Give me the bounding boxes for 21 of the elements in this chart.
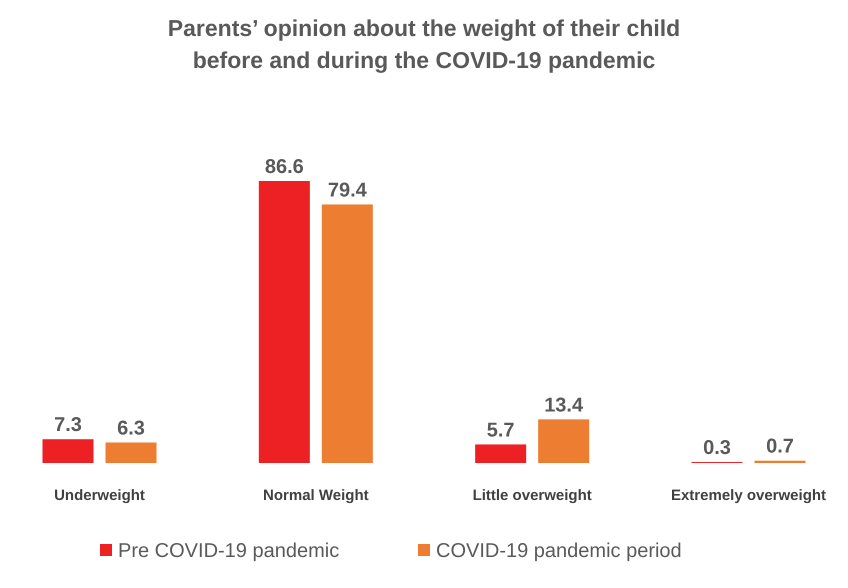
bar bbox=[258, 181, 310, 463]
legend-label: Pre COVID-19 pandemic bbox=[118, 540, 340, 562]
data-label: 5.7 bbox=[486, 419, 515, 442]
x-tick-label: Extremely overweight bbox=[670, 487, 826, 504]
x-tick-label: Normal Weight bbox=[263, 487, 369, 504]
bar bbox=[538, 419, 590, 463]
x-tick-label: Underweight bbox=[54, 487, 145, 504]
x-tick-label: Little overweight bbox=[472, 487, 592, 504]
bar bbox=[42, 439, 94, 463]
bar bbox=[106, 442, 157, 463]
data-label: 79.4 bbox=[328, 179, 368, 202]
data-label: 13.4 bbox=[544, 394, 584, 416]
data-label: 6.3 bbox=[117, 417, 145, 440]
data-label: 86.6 bbox=[264, 156, 304, 178]
legend-label: COVID-19 pandemic period bbox=[436, 540, 682, 562]
bar bbox=[322, 204, 373, 463]
data-label: 0.3 bbox=[703, 437, 731, 460]
data-label: 7.3 bbox=[54, 414, 82, 436]
data-label: 0.7 bbox=[766, 436, 794, 458]
chart-title: Parents’ opinion about the weight of their child before and during the COVID-19 pandemic bbox=[168, 15, 680, 73]
bar bbox=[475, 444, 526, 463]
